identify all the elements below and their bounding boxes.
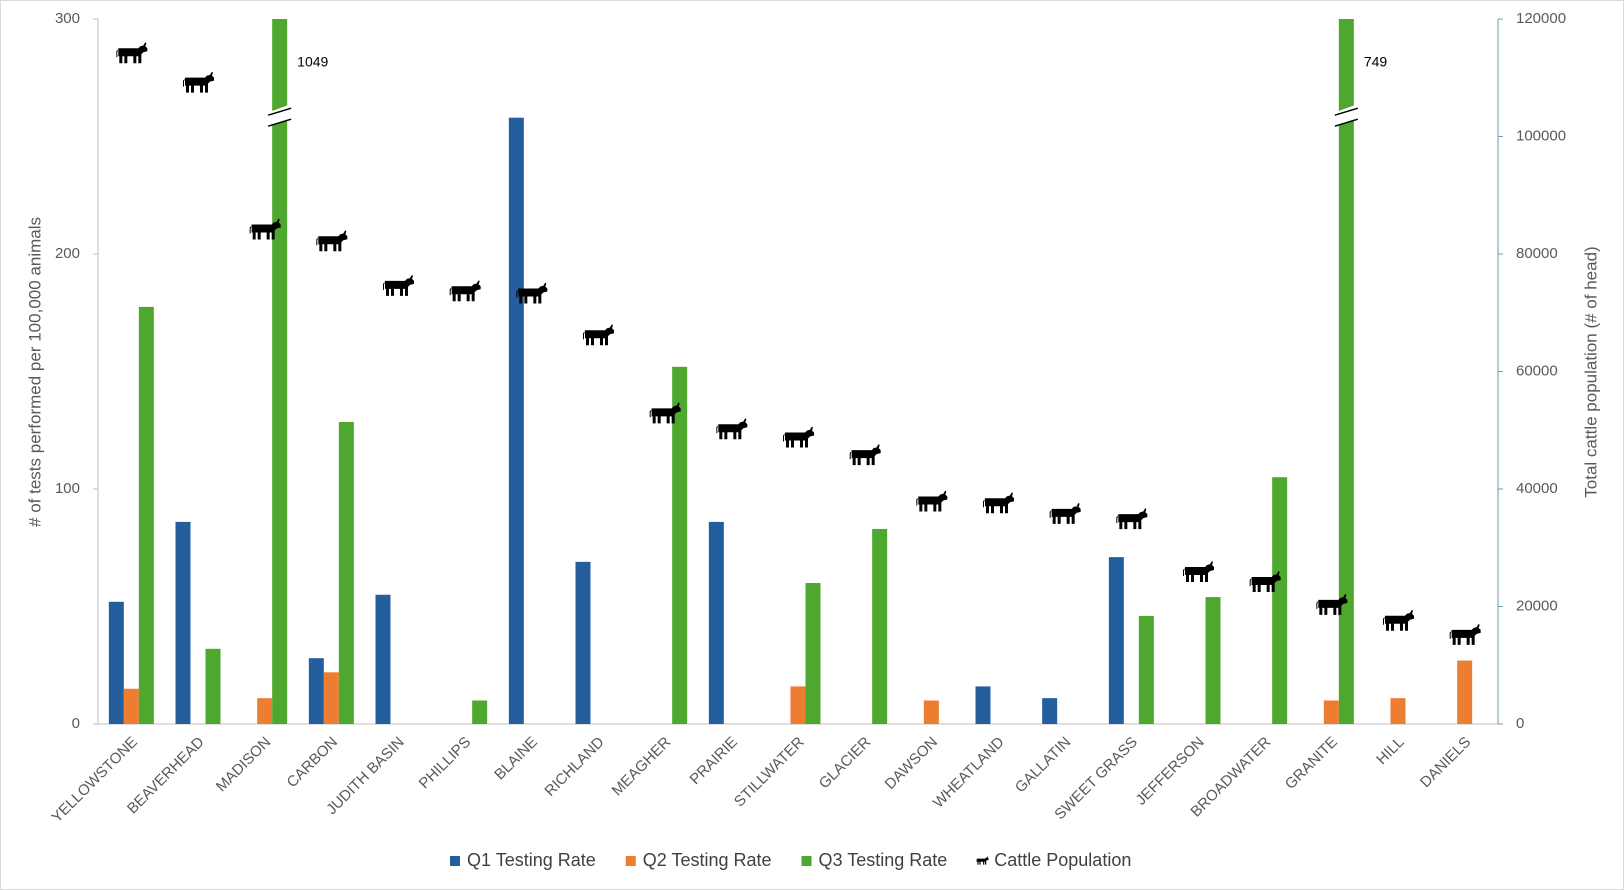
cow-marker: [249, 218, 281, 240]
y2-tick-label: 40000: [1516, 480, 1558, 497]
cow-marker: [1383, 609, 1414, 631]
bar: [308, 658, 324, 724]
bar: [338, 422, 354, 724]
bar: [1108, 557, 1124, 724]
data-label: 749: [1364, 54, 1388, 70]
y2-axis-title: Total cattle population (# of head): [1581, 246, 1600, 497]
cow-marker: [1316, 593, 1348, 615]
data-label: 1049: [297, 54, 328, 70]
bar: [1042, 698, 1058, 724]
y-tick-label: 300: [55, 10, 80, 27]
axis-break: [267, 118, 292, 127]
cow-marker: [116, 42, 148, 64]
bar: [975, 686, 991, 724]
y2-tick-label: 100000: [1516, 127, 1566, 144]
legend-label: Q1 Testing Rate: [467, 850, 596, 870]
bar: [872, 528, 888, 724]
bar: [1272, 477, 1288, 724]
bar: [175, 521, 191, 724]
legend-label: Q3 Testing Rate: [819, 850, 948, 870]
bar: [508, 117, 524, 724]
y2-tick-label: 0: [1516, 715, 1524, 732]
bar: [708, 521, 724, 724]
cow-marker: [1249, 571, 1281, 592]
bar: [1457, 660, 1473, 724]
cow-marker: [583, 324, 614, 346]
axis-break: [267, 107, 292, 116]
cow-marker: [849, 444, 881, 466]
cow-marker: [516, 282, 548, 304]
bar: [1138, 615, 1154, 724]
bar: [272, 19, 288, 724]
y-axis-title: # of tests performed per 100,000 animals: [25, 217, 44, 527]
y-tick-label: 100: [55, 480, 80, 497]
bar: [923, 700, 939, 724]
legend-label: Q2 Testing Rate: [643, 850, 772, 870]
bar: [108, 601, 124, 724]
bar: [138, 306, 154, 724]
cow-marker: [716, 418, 748, 440]
cow-marker: [316, 230, 348, 252]
cow-marker: [1183, 561, 1214, 583]
y2-tick-label: 120000: [1516, 10, 1566, 27]
bar: [1323, 700, 1339, 724]
bar: [672, 366, 688, 724]
cow-marker: [1049, 502, 1081, 524]
cow-marker: [649, 402, 681, 424]
y-tick-label: 200: [55, 245, 80, 262]
bar: [575, 561, 591, 724]
bar: [257, 698, 273, 724]
y2-tick-label: 20000: [1516, 597, 1558, 614]
legend-swatch: [450, 856, 460, 866]
y2-tick-label: 80000: [1516, 245, 1558, 262]
bar: [205, 648, 221, 724]
bar: [472, 700, 488, 724]
cow-marker: [383, 274, 414, 296]
legend-marker: [976, 856, 989, 865]
cow-marker: [983, 492, 1014, 514]
cow-marker: [916, 490, 948, 512]
legend-label: Cattle Population: [994, 850, 1131, 870]
cow-marker: [1116, 508, 1148, 530]
legend-swatch: [625, 856, 636, 866]
legend-swatch: [801, 856, 812, 866]
bar: [790, 686, 806, 724]
cow-marker: [183, 71, 214, 93]
cow-marker: [1449, 623, 1481, 645]
axis-break: [1334, 107, 1359, 116]
bar: [1338, 19, 1354, 724]
axis-break: [1334, 118, 1359, 127]
y2-tick-label: 60000: [1516, 362, 1558, 379]
bar: [1205, 597, 1221, 724]
bar: [1390, 698, 1406, 724]
bar: [375, 594, 391, 724]
bar: [123, 688, 139, 724]
y-tick-label: 0: [72, 715, 80, 732]
bar: [323, 672, 339, 724]
cow-marker: [783, 426, 814, 448]
bar: [805, 583, 821, 724]
cow-marker: [449, 280, 481, 302]
